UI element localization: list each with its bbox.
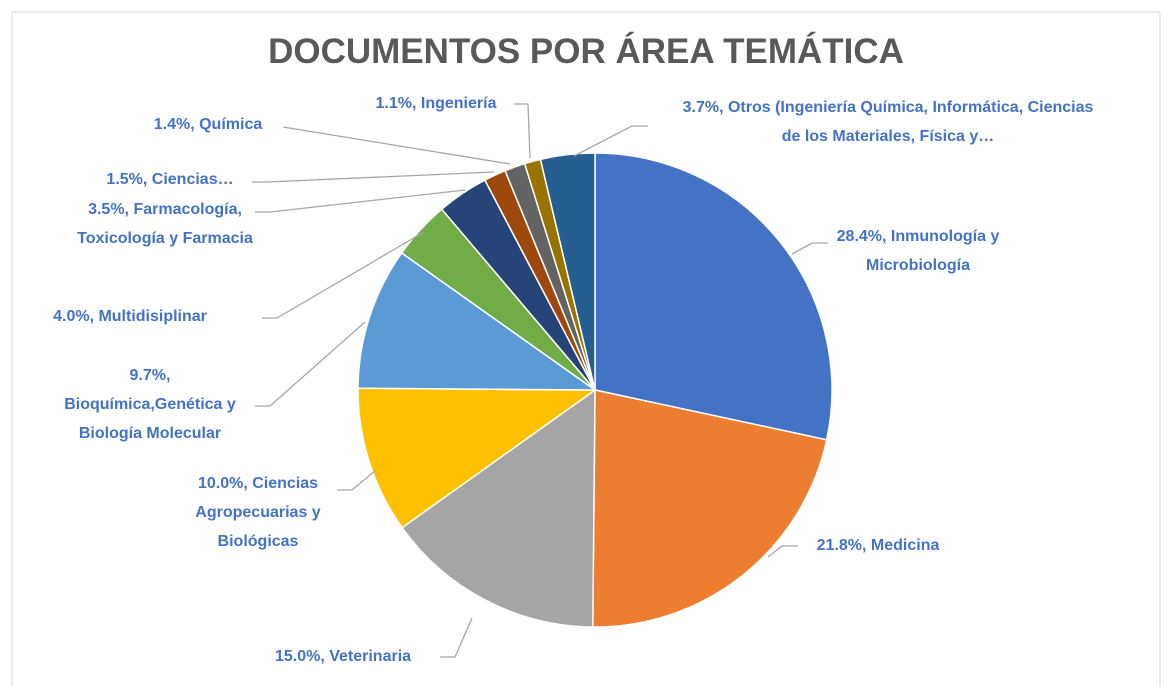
leader-line <box>573 125 648 157</box>
data-label: 28.4%, Inmunología y Microbiología <box>836 228 1000 274</box>
data-label: 3.7%, Otros (Ingeniería Química, Informá… <box>682 99 1094 145</box>
leader-line <box>252 171 495 183</box>
pie-slice <box>357 251 598 391</box>
pie-slice <box>357 387 598 529</box>
pie-slice <box>401 388 596 628</box>
data-label: 1.5%, Ciencias… <box>106 171 234 188</box>
leader-line <box>791 242 828 255</box>
data-label: 4.0%, Multidisiplinar <box>53 308 207 325</box>
leader-line <box>337 469 377 491</box>
leader-line <box>255 321 366 407</box>
pie-slice <box>592 389 828 628</box>
pie-slice <box>539 152 596 391</box>
data-label: 9.7%, Bioquímica,Genética y Biología Mol… <box>64 367 236 442</box>
leader-line <box>440 617 473 658</box>
data-label: 1.4%, Química <box>153 116 263 133</box>
data-label: 15.0%, Veterinaria <box>274 648 412 665</box>
leader-line <box>514 103 531 159</box>
data-label: 1.1%, Ingeniería <box>375 95 497 112</box>
data-label: 3.5%, Farmacología, Toxicología y Farmac… <box>77 201 253 247</box>
data-label: 10.0%, Ciencias Agropecuarias y Biológic… <box>195 475 321 550</box>
chart-title: DOCUMENTOS POR ÁREA TEMÁTICA <box>268 32 904 71</box>
leader-line <box>282 126 511 165</box>
data-label: 21.8%, Medicina <box>816 537 940 554</box>
leader-line <box>262 231 425 319</box>
leader-lines <box>252 103 828 658</box>
pie <box>357 152 833 628</box>
leader-line <box>767 545 798 558</box>
pie-slice <box>594 152 833 441</box>
leader-line <box>255 189 466 213</box>
